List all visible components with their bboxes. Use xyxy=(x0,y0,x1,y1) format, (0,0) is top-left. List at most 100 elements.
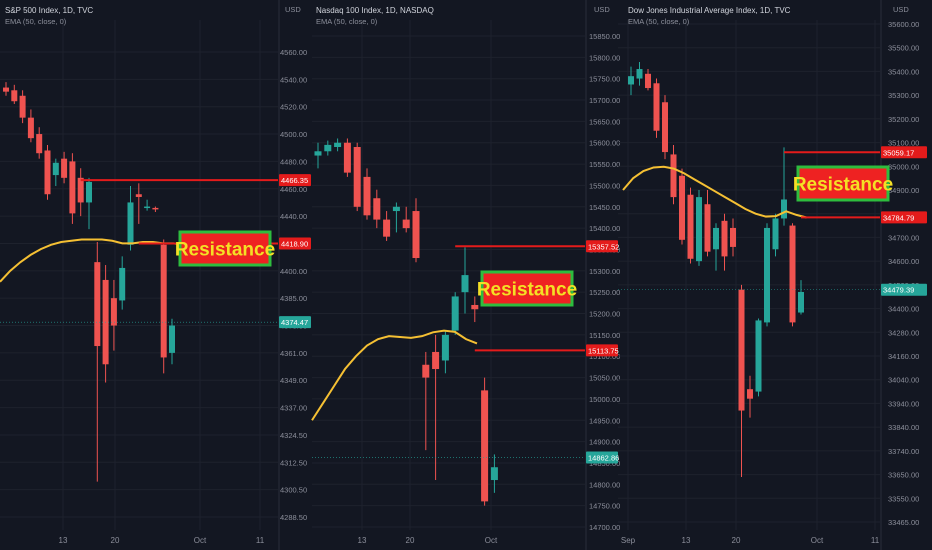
y-tick-label: 15800.00 xyxy=(589,53,620,62)
candle-down xyxy=(687,194,694,259)
candle-up xyxy=(490,467,498,481)
candle-down xyxy=(645,73,651,89)
candle-down xyxy=(44,150,51,195)
x-tick-label: 13 xyxy=(59,536,68,545)
x-tick-label: 20 xyxy=(406,536,415,545)
y-tick-label: 34600.00 xyxy=(888,257,919,266)
chart-title: Dow Jones Industrial Average Index, 1D, … xyxy=(628,6,791,15)
candle-up xyxy=(772,218,779,250)
candle-up xyxy=(764,227,770,323)
candle-down xyxy=(432,351,440,370)
candle-down xyxy=(422,364,430,378)
y-tick-label: 15400.00 xyxy=(589,224,620,233)
y-tick-label: 15600.00 xyxy=(589,139,620,148)
y-tick-label: 4312.50 xyxy=(280,458,307,467)
y-tick-label: 4385.00 xyxy=(280,294,307,303)
ema-line xyxy=(0,238,184,283)
y-tick-label: 15700.00 xyxy=(589,96,620,105)
y-tick-label: 15300.00 xyxy=(589,267,620,276)
indicator-label: EMA (50, close, 0) xyxy=(316,17,378,26)
candle-up xyxy=(334,142,342,148)
x-tick-label: Oct xyxy=(811,536,824,545)
x-tick-label: 11 xyxy=(256,536,265,545)
price-tag-label: 4418.90 xyxy=(281,239,308,248)
y-tick-label: 35000.00 xyxy=(888,162,919,171)
ema-line xyxy=(311,329,478,421)
candle-down xyxy=(747,389,753,399)
candle-down xyxy=(353,147,361,207)
price-tag xyxy=(279,174,311,187)
last-price-label: 14862.86 xyxy=(588,453,619,462)
currency-label: USD xyxy=(893,5,909,14)
y-tick-label: 34400.00 xyxy=(888,305,919,314)
candle-down xyxy=(27,117,34,139)
resistance-badge-label: Resistance xyxy=(175,240,275,261)
y-tick-label: 35400.00 xyxy=(888,67,919,76)
last-price-tag xyxy=(279,316,311,329)
candle-down xyxy=(471,304,479,310)
candle-down xyxy=(160,244,167,358)
y-tick-label: 34900.00 xyxy=(888,186,919,195)
candle-down xyxy=(69,161,76,214)
candle-down xyxy=(481,390,489,502)
price-tag xyxy=(881,211,927,224)
candle-up xyxy=(392,206,400,212)
price-tag-label: 35059.17 xyxy=(883,148,914,157)
x-tick-label: 20 xyxy=(111,536,120,545)
y-tick-label: 4300.50 xyxy=(280,486,307,495)
candle-down xyxy=(662,102,668,153)
candle-down xyxy=(343,142,351,173)
y-tick-label: 4324.50 xyxy=(280,431,307,440)
candle-down xyxy=(61,158,68,178)
last-price-tag xyxy=(881,283,927,296)
y-tick-label: 35600.00 xyxy=(888,20,919,29)
resistance-badge xyxy=(480,270,574,307)
candle-down xyxy=(730,227,736,247)
candle-up xyxy=(314,151,322,156)
x-tick-label: 20 xyxy=(732,536,741,545)
candle-down xyxy=(789,225,796,323)
y-tick-label: 4440.00 xyxy=(280,212,307,221)
y-tick-label: 4540.00 xyxy=(280,75,307,84)
currency-label: USD xyxy=(594,5,610,14)
candle-up xyxy=(755,320,762,392)
candle-up xyxy=(628,76,634,85)
candle-up xyxy=(636,69,643,79)
candle-down xyxy=(670,154,677,198)
candle-up xyxy=(798,291,804,313)
candle-up xyxy=(441,334,449,361)
resistance-badge-label: Resistance xyxy=(477,280,577,301)
candle-down xyxy=(373,198,381,220)
candle-down xyxy=(738,289,745,411)
y-tick-label: 15650.00 xyxy=(589,117,620,126)
candle-up xyxy=(461,275,469,293)
candle-down xyxy=(679,175,685,240)
candle-down xyxy=(721,220,728,257)
y-tick-label: 15450.00 xyxy=(589,203,620,212)
candle-down xyxy=(3,87,9,92)
price-tag-label: 4466.35 xyxy=(281,176,308,185)
candle-down xyxy=(94,262,101,347)
y-tick-label: 15500.00 xyxy=(589,181,620,190)
candle-up xyxy=(324,144,332,152)
y-tick-label: 34700.00 xyxy=(888,233,919,242)
y-tick-label: 4560.00 xyxy=(280,48,307,57)
y-tick-label: 14950.00 xyxy=(589,416,620,425)
x-tick-label: Sep xyxy=(621,536,636,545)
y-tick-label: 33740.00 xyxy=(888,447,919,456)
x-tick-label: Oct xyxy=(485,536,498,545)
chart-panel-2: 15850.00 15800.00 15750.00 15700.00 15650.00… xyxy=(311,0,620,550)
y-tick-label: 15200.00 xyxy=(589,310,620,319)
y-tick-label: 4500.00 xyxy=(280,130,307,139)
y-tick-label: 4480.00 xyxy=(280,157,307,166)
last-price-label: 34479.39 xyxy=(883,286,914,295)
last-price-tag xyxy=(586,451,618,464)
y-tick-label: 4460.00 xyxy=(280,185,307,194)
y-tick-label: 4361.00 xyxy=(280,349,307,358)
y-tick-label: 4400.00 xyxy=(280,267,307,276)
candle-down xyxy=(152,207,159,210)
y-tick-label: 34160.00 xyxy=(888,352,919,361)
candle-up xyxy=(713,227,719,250)
y-tick-label: 33550.00 xyxy=(888,494,919,503)
